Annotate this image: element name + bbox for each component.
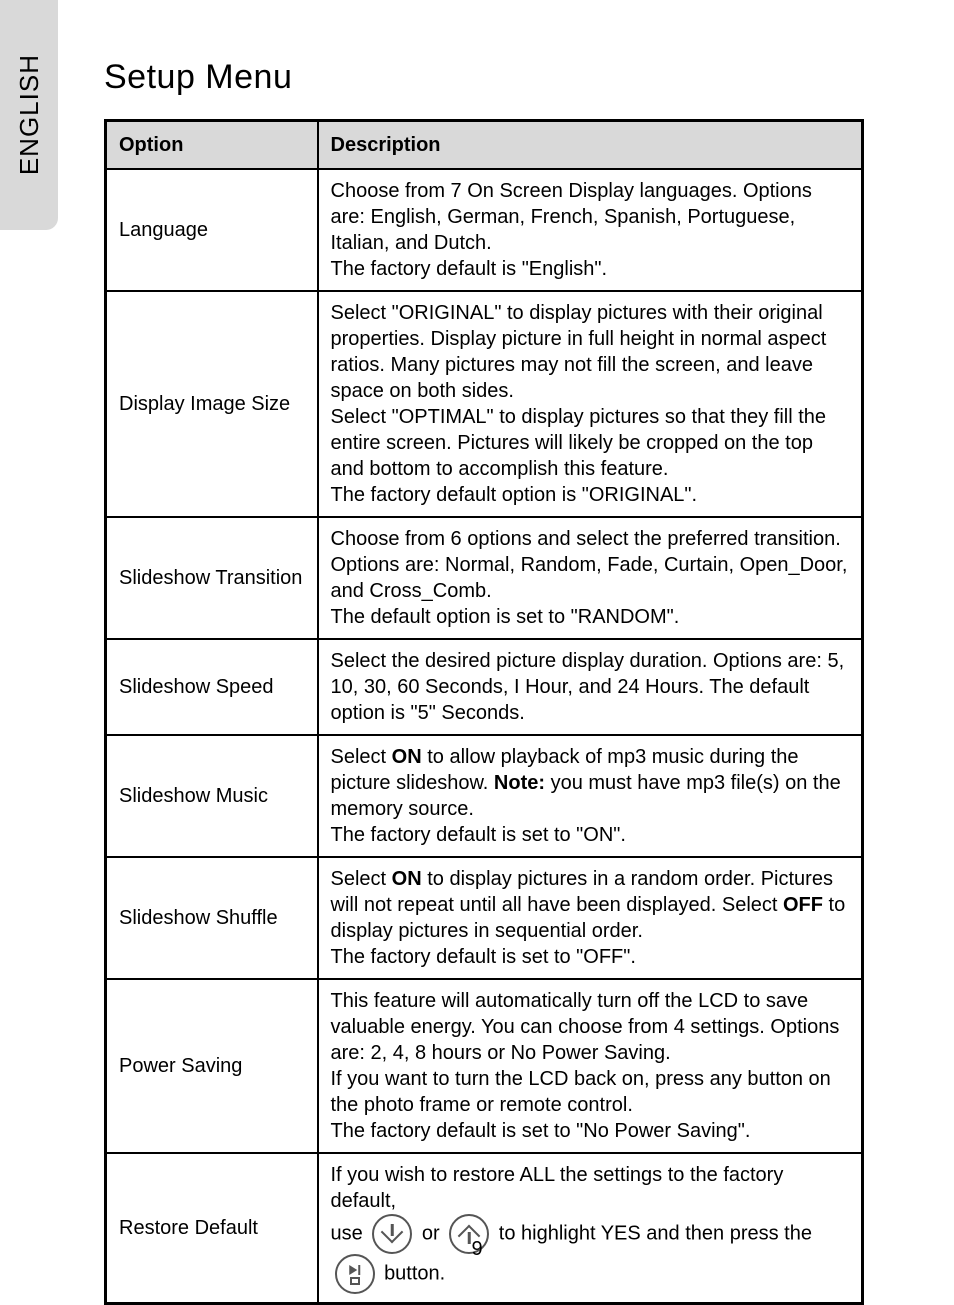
description-cell: Select ON to display pictures in a rando…: [318, 857, 863, 979]
option-cell: Restore Default: [106, 1153, 318, 1304]
description-cell: Select ON to allow playback of mp3 music…: [318, 735, 863, 857]
desc-text: Select the desired picture display durat…: [331, 650, 845, 724]
bold-note: Note:: [494, 772, 545, 794]
option-cell: Power Saving: [106, 979, 318, 1153]
option-cell: Display Image Size: [106, 291, 318, 517]
desc-text: This feature will automatically turn off…: [331, 990, 840, 1142]
header-description: Description: [318, 121, 863, 170]
desc-text: Choose from 7 On Screen Display language…: [331, 180, 812, 280]
header-option: Option: [106, 121, 318, 170]
table-row: Language Choose from 7 On Screen Display…: [106, 169, 863, 291]
description-cell: Select the desired picture display durat…: [318, 639, 863, 735]
table-header-row: Option Description: [106, 121, 863, 170]
description-cell: Select "ORIGINAL" to display pictures wi…: [318, 291, 863, 517]
restore-line1: If you wish to restore ALL the settings …: [331, 1162, 850, 1214]
page-number: 9: [0, 1238, 954, 1261]
side-tab-label: ENGLISH: [14, 54, 45, 175]
description-cell: If you wish to restore ALL the settings …: [318, 1153, 863, 1304]
desc-text: Select "ORIGINAL" to display pictures wi…: [331, 302, 827, 506]
description-cell: Choose from 6 options and select the pre…: [318, 517, 863, 639]
option-cell: Slideshow Speed: [106, 639, 318, 735]
bold-on: ON: [392, 746, 422, 768]
table-row: Power Saving This feature will automatic…: [106, 979, 863, 1153]
desc-text: Choose from 6 options and select the pre…: [331, 528, 848, 628]
page: ENGLISH Setup Menu Option Description La…: [0, 0, 954, 1295]
t-button: button.: [384, 1262, 445, 1284]
table-row: Slideshow Shuffle Select ON to display p…: [106, 857, 863, 979]
option-cell: Slideshow Transition: [106, 517, 318, 639]
bold-on: ON: [392, 868, 422, 890]
table-row: Slideshow Speed Select the desired pictu…: [106, 639, 863, 735]
table-row: Display Image Size Select "ORIGINAL" to …: [106, 291, 863, 517]
table-row: Slideshow Transition Choose from 6 optio…: [106, 517, 863, 639]
setup-menu-table: Option Description Language Choose from …: [104, 119, 864, 1305]
option-cell: Language: [106, 169, 318, 291]
option-cell: Slideshow Shuffle: [106, 857, 318, 979]
t: Select: [331, 746, 392, 768]
t: Select: [331, 868, 392, 890]
option-cell: Slideshow Music: [106, 735, 318, 857]
language-side-tab: ENGLISH: [0, 0, 58, 230]
table-row: Restore Default If you wish to restore A…: [106, 1153, 863, 1304]
table-row: Slideshow Music Select ON to allow playb…: [106, 735, 863, 857]
description-cell: Choose from 7 On Screen Display language…: [318, 169, 863, 291]
description-cell: This feature will automatically turn off…: [318, 979, 863, 1153]
page-title: Setup Menu: [104, 58, 864, 97]
bold-off: OFF: [783, 894, 823, 916]
content-area: Setup Menu Option Description Language C…: [104, 58, 864, 1305]
